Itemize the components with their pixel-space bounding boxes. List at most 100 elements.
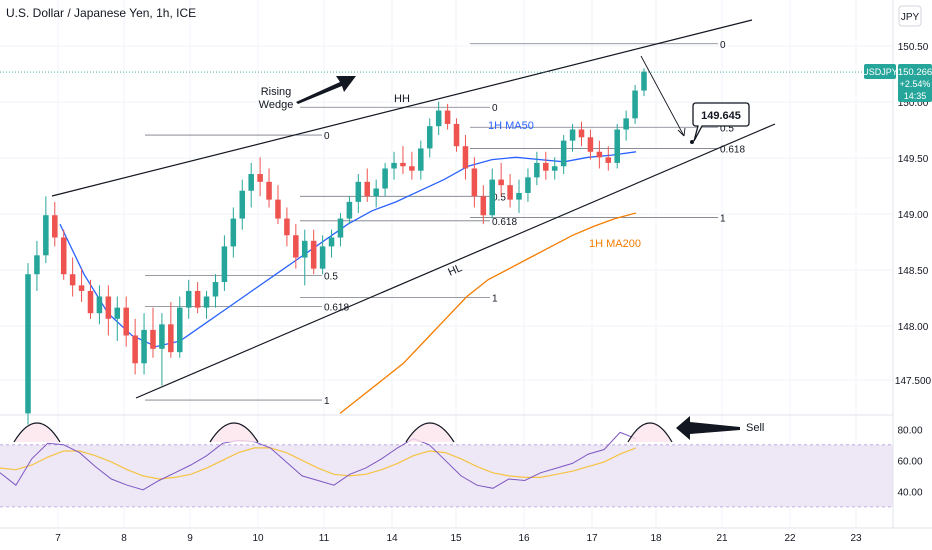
candle-body xyxy=(382,168,388,189)
candle-body xyxy=(168,324,174,353)
fib-level-label: 1 xyxy=(492,294,498,305)
x-tick-label: 21 xyxy=(716,533,728,544)
candle-body xyxy=(346,201,353,219)
y-tick-label: 150.50 xyxy=(898,42,929,53)
y-tick-label: 147.500 xyxy=(895,376,932,387)
callout-box xyxy=(692,102,750,142)
price-axis[interactable]: JPY 150.50 150.00 149.50 149.00 148.50 148.00… xyxy=(892,0,932,528)
rsi-grid xyxy=(0,444,893,508)
y-tick-label: 149.50 xyxy=(898,154,929,165)
sell-arrow xyxy=(676,416,740,440)
wedge-upper-line xyxy=(51,19,753,197)
fib-level-label: 0.618 xyxy=(492,217,517,228)
y-tick-labels: 150.50 150.00 149.50 149.00 148.50 148.00 147.… xyxy=(895,42,932,387)
candle-body xyxy=(60,237,67,275)
candle-body xyxy=(310,240,317,269)
candle-body xyxy=(248,174,254,191)
candle-body xyxy=(275,199,281,219)
x-tick-label: 22 xyxy=(784,533,796,544)
candle-body xyxy=(623,118,629,130)
fib-level-label: 1 xyxy=(720,213,726,224)
candle-body xyxy=(489,179,495,216)
fib-level-label: 0.5 xyxy=(492,192,506,203)
candle-body xyxy=(78,285,85,291)
hh-label: HH xyxy=(394,93,410,105)
candle-body xyxy=(43,215,49,256)
projection-arrow xyxy=(640,55,686,137)
x-tick-label: 9 xyxy=(187,533,193,544)
ma50-label: 1H MA50 xyxy=(488,120,534,132)
hl-label: HL xyxy=(446,262,464,279)
currency-label: JPY xyxy=(901,12,920,23)
candle-body xyxy=(355,181,362,202)
symbol-label: USDJPY xyxy=(862,67,898,77)
rsi-arc xyxy=(13,422,61,443)
rsi-band xyxy=(0,444,893,507)
x-tick-label: 17 xyxy=(586,533,598,544)
x-tick-label: 18 xyxy=(650,533,662,544)
candle-body xyxy=(534,162,540,178)
candle-body xyxy=(569,129,576,141)
arrow-icon xyxy=(296,76,356,104)
x-tick-label: 10 xyxy=(252,533,264,544)
candle-body xyxy=(212,282,219,297)
price-change: +2.54% xyxy=(900,79,931,89)
fib-level-label: 0 xyxy=(324,131,330,142)
x-tick-label: 15 xyxy=(450,533,462,544)
candle-body xyxy=(114,307,121,319)
ma50-line xyxy=(59,151,637,348)
candle-body xyxy=(141,329,147,364)
time-axis[interactable]: 7 8 9 10 11 14 15 16 17 18 21 22 23 xyxy=(0,527,932,544)
candle-body xyxy=(444,110,451,124)
candle-body xyxy=(543,162,549,171)
fib-level-label: 0.5 xyxy=(720,123,734,134)
candle-body xyxy=(328,237,335,247)
candle-body xyxy=(409,166,415,171)
rising-wedge-label-line2: Wedge xyxy=(259,99,294,111)
candle-body xyxy=(266,181,272,200)
rsi-tick-label: 80.00 xyxy=(897,425,922,436)
candle-body xyxy=(25,274,31,414)
candle-body xyxy=(391,162,397,169)
candle-body xyxy=(69,274,76,286)
x-tick-labels: 7 8 9 10 11 14 15 16 17 18 21 22 23 xyxy=(55,533,862,544)
chart-title: U.S. Dollar / Japanese Yen, 1h, ICE xyxy=(6,6,196,20)
candle-body xyxy=(462,146,469,169)
price-badge xyxy=(898,64,932,102)
candle-body xyxy=(641,71,647,91)
ma200-label: 1H MA200 xyxy=(589,238,641,250)
price-grid xyxy=(0,0,893,528)
candle-body xyxy=(471,168,478,197)
candle-body xyxy=(507,185,513,200)
candle-body xyxy=(560,140,567,167)
rsi-top-arcs xyxy=(13,422,673,443)
x-tick-label: 16 xyxy=(518,533,530,544)
rsi-tick-labels: 80.00 60.00 40.00 xyxy=(897,425,922,498)
fib-level-label: 0.618 xyxy=(324,303,349,314)
candle-body xyxy=(516,192,522,200)
candle-body xyxy=(426,126,433,149)
candle-body xyxy=(230,218,237,247)
fib-level-label: 0.618 xyxy=(720,144,745,155)
callout-point xyxy=(690,140,694,144)
candle-body xyxy=(52,215,58,238)
candle-body xyxy=(498,179,504,186)
candle-body xyxy=(284,218,290,236)
candle-body xyxy=(373,188,379,197)
arrow-icon xyxy=(676,416,740,440)
currency-box[interactable] xyxy=(898,5,922,27)
candle-body xyxy=(96,296,103,314)
x-tick-label: 11 xyxy=(319,533,330,544)
fib-level-label: 0 xyxy=(492,103,498,114)
candle-body xyxy=(177,307,183,353)
candle-body xyxy=(400,162,406,167)
candle-body xyxy=(480,196,487,216)
candle-body xyxy=(132,335,138,364)
wedge-lower-line xyxy=(135,123,776,399)
rsi-arc xyxy=(627,422,673,443)
price-countdown: 14:35 xyxy=(904,91,927,101)
candle-body xyxy=(596,151,603,158)
candle-body xyxy=(150,329,156,349)
candle-body xyxy=(34,255,40,275)
candle-body xyxy=(319,246,326,269)
